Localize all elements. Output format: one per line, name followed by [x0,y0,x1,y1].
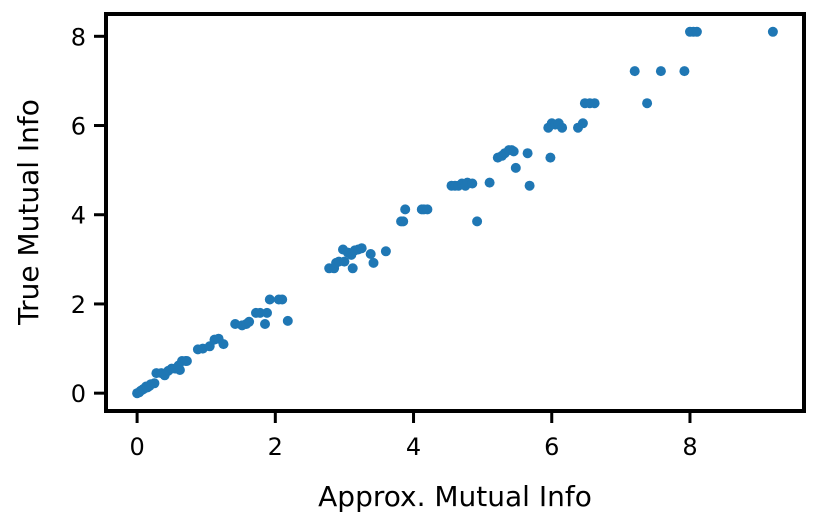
data-point [679,66,690,77]
plot-frame [104,12,806,413]
y-tick-label: 8 [71,23,86,51]
y-tick-label: 0 [71,380,86,408]
data-point [264,294,275,305]
x-tick-label: 6 [544,433,559,461]
data-point [244,316,255,327]
x-tick-label: 2 [268,433,283,461]
data-point [577,118,588,129]
data-point [589,98,600,109]
data-point [422,204,433,215]
data-point [467,178,478,189]
data-point [174,365,185,375]
data-point [218,339,229,350]
points-layer [132,26,778,399]
data-point [365,249,376,259]
data-point [545,152,556,163]
data-point [400,204,411,215]
data-point [484,177,495,188]
x-tick-label: 0 [129,433,144,461]
data-point [642,98,653,109]
data-point [629,66,640,77]
data-point [149,378,160,389]
data-point [380,246,391,257]
data-point [510,162,521,173]
data-point [282,315,293,326]
data-point [260,319,270,329]
x-tick-label: 4 [406,433,421,461]
data-point [356,243,367,254]
data-point [524,180,535,191]
data-point [347,263,358,274]
data-point [508,146,519,157]
data-point [255,307,266,318]
data-point [181,356,192,366]
data-point [557,122,568,133]
data-point [368,257,379,268]
y-axis-ticks: 0 2 4 6 8 [71,23,106,408]
y-tick-label: 6 [71,113,86,141]
data-point [691,26,702,37]
x-axis-label: Approx. Mutual Info [318,480,592,513]
data-point [472,216,483,227]
data-point [277,294,288,305]
data-point [398,216,409,227]
x-tick-label: 8 [682,433,697,461]
data-point [262,307,272,318]
data-point [522,148,533,159]
y-tick-label: 2 [71,291,86,319]
y-tick-label: 4 [71,202,86,230]
y-axis-label: True Mutual Info [12,99,45,326]
data-point [339,256,350,267]
data-point [655,66,666,77]
x-axis-ticks: 0 2 4 6 8 [129,411,698,461]
data-point [767,26,778,37]
